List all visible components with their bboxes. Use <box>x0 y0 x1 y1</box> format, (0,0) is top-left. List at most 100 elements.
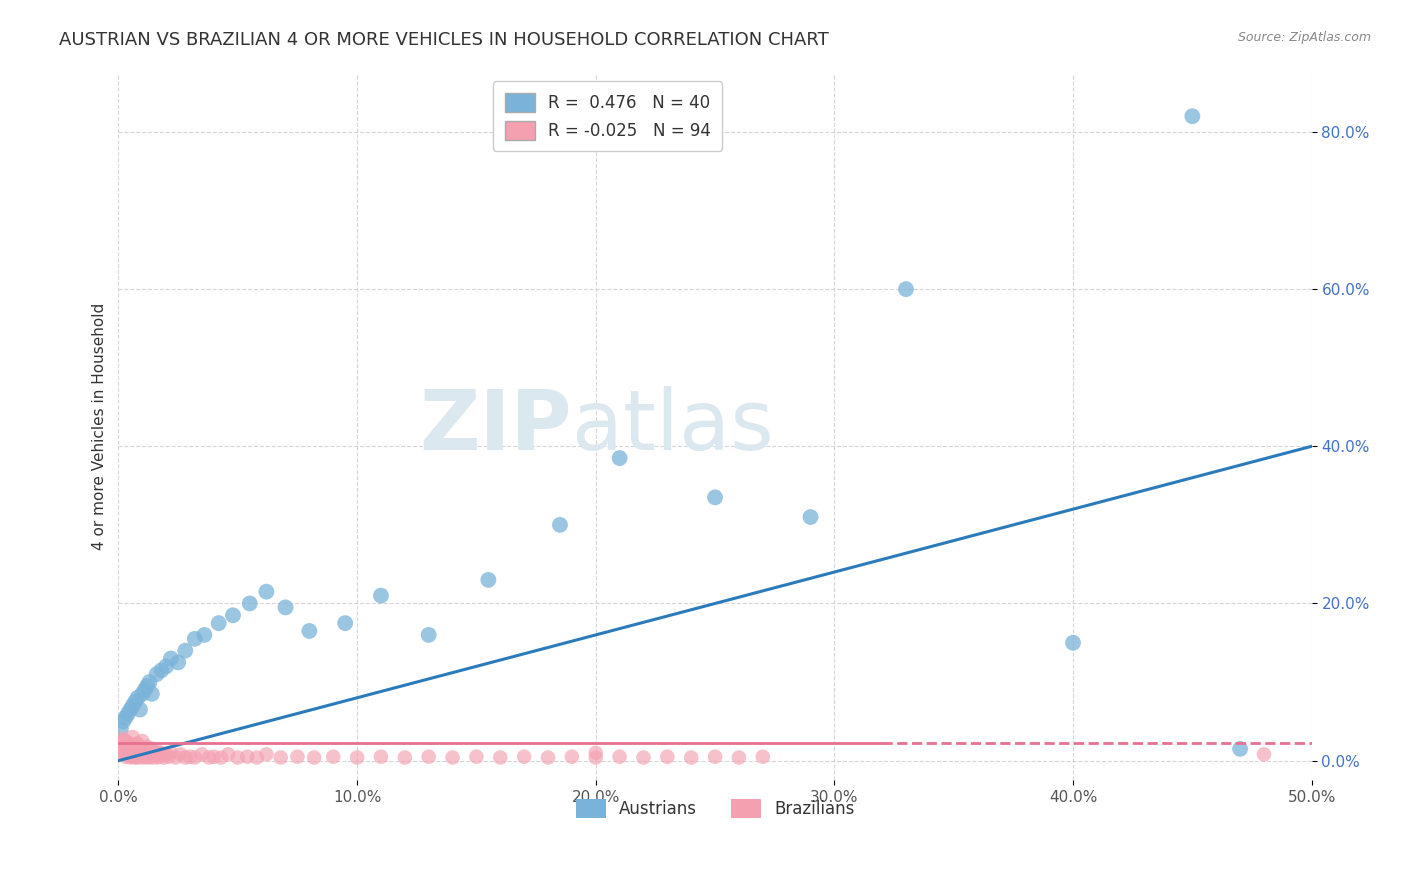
Point <box>120 750 142 764</box>
Point <box>322 749 344 764</box>
Point <box>441 750 464 764</box>
Point <box>141 750 163 764</box>
Point <box>193 628 215 642</box>
Point <box>1181 109 1204 123</box>
Point <box>370 749 392 764</box>
Point <box>287 749 309 764</box>
Point <box>129 702 152 716</box>
Point <box>152 750 174 764</box>
Point <box>127 744 149 758</box>
Point <box>167 656 190 670</box>
Point <box>217 747 239 762</box>
Point <box>145 667 167 681</box>
Point <box>112 746 135 760</box>
Point <box>120 738 142 752</box>
Point <box>120 739 142 754</box>
Point <box>609 749 631 764</box>
Point <box>585 750 607 764</box>
Point <box>155 747 177 762</box>
Point <box>117 742 139 756</box>
Point <box>585 746 607 760</box>
Point <box>110 723 132 737</box>
Point <box>179 749 201 764</box>
Point <box>134 742 156 756</box>
Point <box>477 573 499 587</box>
Point <box>127 750 149 764</box>
Point <box>198 750 221 764</box>
Point <box>370 589 392 603</box>
Point <box>131 734 153 748</box>
Point <box>1062 636 1084 650</box>
Point <box>633 750 655 764</box>
Point <box>239 597 262 611</box>
Point <box>112 714 135 729</box>
Point <box>124 739 146 754</box>
Point <box>254 747 277 762</box>
Point <box>124 695 146 709</box>
Point <box>174 643 197 657</box>
Point <box>184 632 207 646</box>
Point <box>657 749 679 764</box>
Point <box>1229 742 1251 756</box>
Point <box>138 742 160 756</box>
Point <box>208 616 231 631</box>
Point <box>145 744 167 758</box>
Point <box>752 749 775 764</box>
Point <box>145 746 167 760</box>
Point <box>138 749 160 764</box>
Point <box>489 750 512 764</box>
Point <box>728 750 751 764</box>
Point <box>209 750 232 764</box>
Point <box>120 702 142 716</box>
Point <box>302 750 325 764</box>
Point <box>129 749 152 764</box>
Point <box>114 749 136 764</box>
Point <box>609 451 631 466</box>
Point <box>1253 747 1275 762</box>
Y-axis label: 4 or more Vehicles in Household: 4 or more Vehicles in Household <box>93 303 107 550</box>
Legend: Austrians, Brazilians: Austrians, Brazilians <box>569 792 860 825</box>
Text: AUSTRIAN VS BRAZILIAN 4 OR MORE VEHICLES IN HOUSEHOLD CORRELATION CHART: AUSTRIAN VS BRAZILIAN 4 OR MORE VEHICLES… <box>59 31 828 49</box>
Point <box>548 517 571 532</box>
Point <box>236 749 259 764</box>
Point <box>513 749 536 764</box>
Point <box>127 738 149 752</box>
Point <box>127 690 149 705</box>
Point <box>121 749 143 764</box>
Point <box>143 746 166 760</box>
Point <box>117 747 139 762</box>
Point <box>704 491 727 505</box>
Point <box>561 749 583 764</box>
Point <box>346 750 368 764</box>
Point <box>136 750 159 764</box>
Point <box>799 510 821 524</box>
Point <box>141 687 163 701</box>
Point <box>465 749 488 764</box>
Point <box>298 624 321 638</box>
Text: Source: ZipAtlas.com: Source: ZipAtlas.com <box>1237 31 1371 45</box>
Point <box>150 663 173 677</box>
Point <box>131 744 153 758</box>
Point <box>333 616 356 631</box>
Point <box>394 750 416 764</box>
Point <box>148 749 170 764</box>
Point <box>127 736 149 750</box>
Point <box>121 730 143 744</box>
Point <box>117 735 139 749</box>
Point <box>418 628 440 642</box>
Point <box>138 675 160 690</box>
Point <box>270 750 292 764</box>
Text: ZIP: ZIP <box>419 386 572 467</box>
Point <box>136 739 159 754</box>
Point <box>222 608 245 623</box>
Point <box>226 750 249 764</box>
Point <box>191 747 214 762</box>
Point <box>112 739 135 754</box>
Point <box>681 750 703 764</box>
Point <box>274 600 297 615</box>
Point <box>117 741 139 756</box>
Point <box>124 746 146 760</box>
Point <box>114 734 136 748</box>
Point <box>184 750 207 764</box>
Point <box>124 750 146 764</box>
